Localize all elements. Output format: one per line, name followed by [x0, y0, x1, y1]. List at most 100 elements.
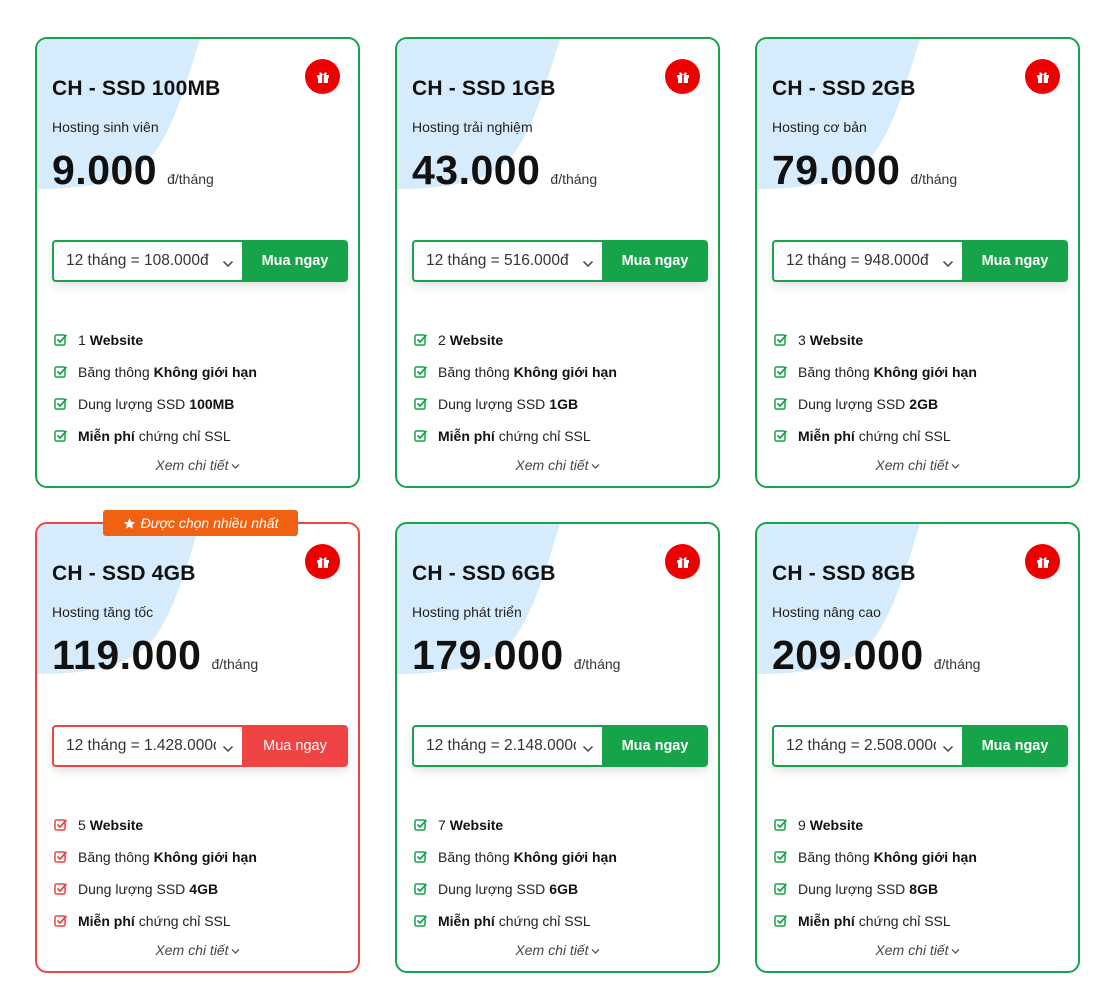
checkbox-icon: [774, 818, 788, 832]
price-row: 119.000 đ/tháng: [52, 632, 258, 679]
buy-now-button[interactable]: Mua ngay: [602, 725, 708, 767]
plan-title: CH - SSD 4GB: [52, 562, 196, 585]
view-details-label: Xem chi tiết: [875, 457, 949, 473]
feature-list: 9 Website Băng thông Không giới hạn Dung lượ…: [774, 809, 977, 937]
feature-item: 3 Website: [774, 324, 977, 356]
plan-price: 79.000: [772, 147, 901, 193]
billing-period-select[interactable]: 12 tháng = 948.000đ: [772, 240, 962, 282]
feature-item: 7 Website: [414, 809, 617, 841]
feature-text: 3: [798, 332, 806, 348]
view-details-link[interactable]: Xem chi tiết: [757, 942, 1078, 958]
billing-period-select[interactable]: 12 tháng = 108.000đ: [52, 240, 242, 282]
feature-text: Băng thông: [798, 364, 870, 380]
purchase-row: 12 tháng = 516.000đ Mua ngay: [412, 240, 708, 282]
chevron-down-icon: [229, 457, 240, 473]
view-details-label: Xem chi tiết: [515, 942, 589, 958]
buy-now-button[interactable]: Mua ngay: [962, 725, 1068, 767]
checkbox-icon: [54, 333, 68, 347]
plan-subtitle: Hosting sinh viên: [52, 119, 159, 135]
checkbox-icon: [54, 914, 68, 928]
plan-price: 43.000: [412, 147, 541, 193]
plan-price: 179.000: [412, 632, 564, 678]
feature-text: Dung lượng SSD: [78, 396, 186, 412]
plan-subtitle: Hosting nâng cao: [772, 604, 881, 620]
feature-text: Băng thông: [78, 364, 150, 380]
feature-text: chứng chỉ SSL: [138, 428, 231, 444]
feature-text: Miễn phí: [78, 428, 135, 444]
feature-text: Miễn phí: [78, 913, 135, 929]
buy-now-button[interactable]: Mua ngay: [242, 725, 348, 767]
view-details-link[interactable]: Xem chi tiết: [37, 457, 358, 473]
checkbox-icon: [54, 818, 68, 832]
gift-icon[interactable]: [665, 59, 700, 94]
buy-now-button[interactable]: Mua ngay: [602, 240, 708, 282]
feature-item: 2 Website: [414, 324, 617, 356]
view-details-link[interactable]: Xem chi tiết: [397, 942, 718, 958]
feature-item: Băng thông Không giới hạn: [414, 841, 617, 873]
billing-period-value: 12 tháng = 2.508.000đ: [786, 737, 936, 754]
billing-period-select[interactable]: 12 tháng = 1.428.000đ: [52, 725, 242, 767]
checkbox-icon: [774, 850, 788, 864]
feature-text: Website: [449, 332, 504, 348]
price-unit: đ/tháng: [910, 171, 958, 187]
feature-text: Băng thông: [78, 849, 150, 865]
purchase-row: 12 tháng = 2.508.000đ Mua ngay: [772, 725, 1068, 767]
gift-icon[interactable]: [1025, 544, 1060, 579]
billing-period-select[interactable]: 12 tháng = 2.508.000đ: [772, 725, 962, 767]
feature-text: chứng chỉ SSL: [498, 428, 591, 444]
billing-period-value: 12 tháng = 108.000đ: [66, 252, 209, 269]
checkbox-icon: [774, 429, 788, 443]
plan-title: CH - SSD 2GB: [772, 77, 916, 100]
feature-text: Không giới hạn: [513, 364, 617, 380]
view-details-label: Xem chi tiết: [155, 942, 229, 958]
chevron-down-icon: [949, 457, 960, 473]
feature-item: 5 Website: [54, 809, 257, 841]
gift-icon[interactable]: [305, 544, 340, 579]
feature-item: Băng thông Không giới hạn: [54, 841, 257, 873]
plan-subtitle: Hosting tăng tốc: [52, 604, 154, 620]
chevron-down-icon: [222, 256, 234, 274]
checkbox-icon: [54, 365, 68, 379]
feature-text: Không giới hạn: [153, 364, 257, 380]
gift-icon[interactable]: [665, 544, 700, 579]
price-unit: đ/tháng: [573, 656, 621, 672]
checkbox-icon: [774, 333, 788, 347]
plan-title: CH - SSD 6GB: [412, 562, 556, 585]
gift-icon[interactable]: [1025, 59, 1060, 94]
chevron-down-icon: [229, 942, 240, 958]
view-details-label: Xem chi tiết: [515, 457, 589, 473]
feature-item: Băng thông Không giới hạn: [774, 356, 977, 388]
feature-text: chứng chỉ SSL: [138, 913, 231, 929]
feature-text: 2GB: [909, 396, 939, 412]
plan-card: CH - SSD 6GB Hosting phát triển 179.000 đ/t…: [395, 522, 720, 973]
feature-text: 2: [438, 332, 446, 348]
checkbox-icon: [54, 882, 68, 896]
chevron-down-icon: [589, 457, 600, 473]
view-details-link[interactable]: Xem chi tiết: [397, 457, 718, 473]
chevron-down-icon: [582, 741, 594, 759]
checkbox-icon: [414, 429, 428, 443]
billing-period-select[interactable]: 12 tháng = 516.000đ: [412, 240, 602, 282]
buy-now-button[interactable]: Mua ngay: [962, 240, 1068, 282]
feature-text: 1: [78, 332, 86, 348]
chevron-down-icon: [589, 942, 600, 958]
billing-period-select[interactable]: 12 tháng = 2.148.000đ: [412, 725, 602, 767]
feature-item: Dung lượng SSD 100MB: [54, 388, 257, 420]
view-details-link[interactable]: Xem chi tiết: [757, 457, 1078, 473]
price-row: 209.000 đ/tháng: [772, 632, 980, 679]
purchase-row: 12 tháng = 1.428.000đ Mua ngay: [52, 725, 348, 767]
view-details-label: Xem chi tiết: [155, 457, 229, 473]
plan-subtitle: Hosting phát triển: [412, 604, 522, 620]
buy-now-button[interactable]: Mua ngay: [242, 240, 348, 282]
price-unit: đ/tháng: [933, 656, 981, 672]
badge-label: Được chọn nhiều nhất: [140, 515, 279, 531]
feature-text: 7: [438, 817, 446, 833]
plan-card: CH - SSD 100MB Hosting sinh viên 9.000 đ/th…: [35, 37, 360, 488]
view-details-link[interactable]: Xem chi tiết: [37, 942, 358, 958]
checkbox-icon: [414, 365, 428, 379]
purchase-row: 12 tháng = 2.148.000đ Mua ngay: [412, 725, 708, 767]
gift-icon[interactable]: [305, 59, 340, 94]
checkbox-icon: [414, 850, 428, 864]
chevron-down-icon: [949, 942, 960, 958]
plan-subtitle: Hosting trải nghiệm: [412, 119, 533, 135]
